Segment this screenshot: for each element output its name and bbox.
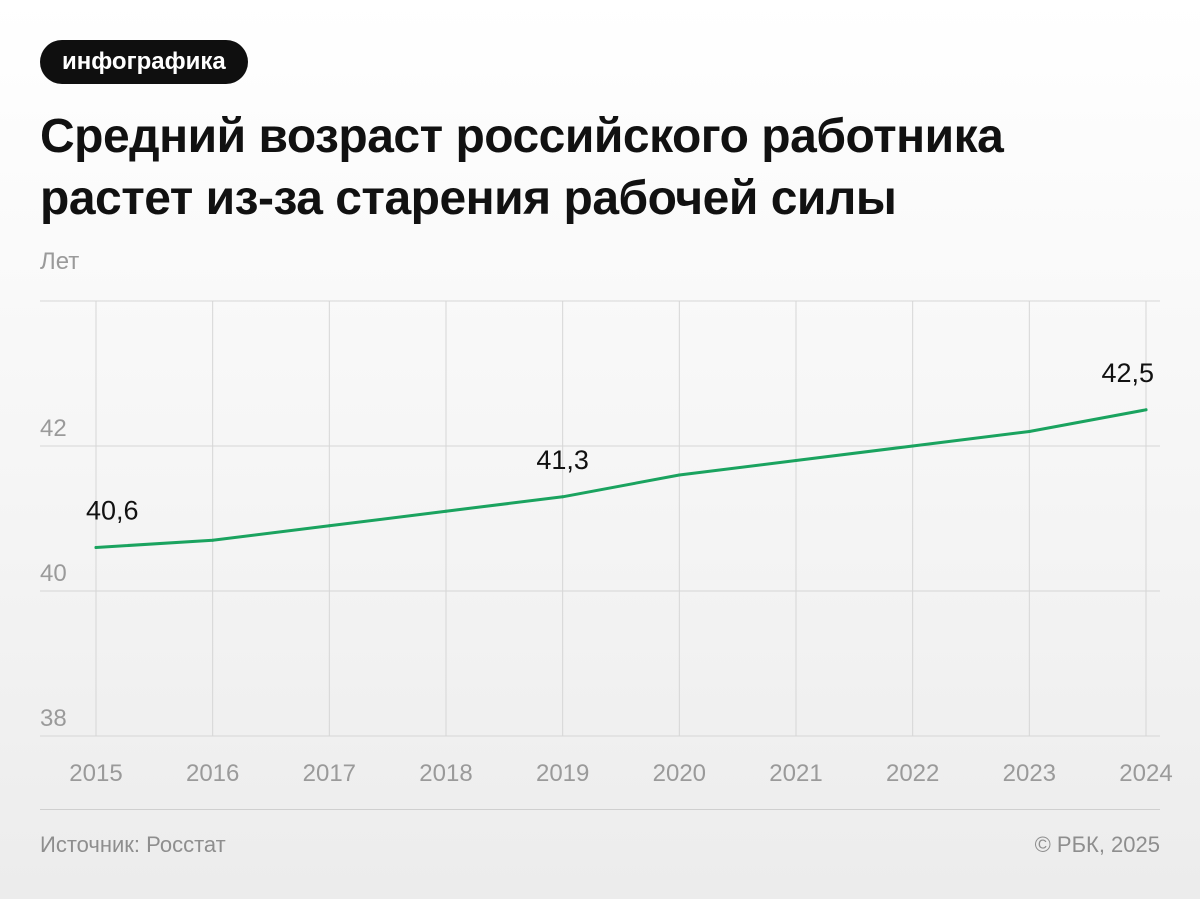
y-tick-label-40: 40 xyxy=(40,560,67,587)
x-tick-label-2021: 2021 xyxy=(769,760,822,787)
x-tick-label-2016: 2016 xyxy=(186,760,239,787)
x-tick-label-2024: 2024 xyxy=(1119,760,1172,787)
chart-title-line-1: Средний возраст российского работника xyxy=(40,110,1004,163)
data-point-2019 xyxy=(561,495,565,499)
chart-title: Средний возраст российского работника ра… xyxy=(40,106,1160,230)
series-layer xyxy=(94,408,1148,549)
x-tick-label-2018: 2018 xyxy=(419,760,472,787)
x-axis-ticks: 2015 2016 2017 2018 2019 2020 2021 2022 2023 2024 xyxy=(69,760,1172,787)
x-tick-label-2020: 2020 xyxy=(653,760,706,787)
data-point-2023 xyxy=(1027,430,1031,433)
data-point-2016 xyxy=(211,538,215,542)
infographic-badge: инфографика xyxy=(40,40,248,84)
data-labels: 40,6 41,3 42,5 xyxy=(86,358,1154,526)
data-point-2024 xyxy=(1144,408,1148,412)
y-tick-label-42: 42 xyxy=(40,415,67,442)
data-label-2024: 42,5 xyxy=(1101,358,1154,388)
chart-title-line-2: растет из-за старения рабочей силы xyxy=(40,172,897,225)
x-tick-label-2019: 2019 xyxy=(536,760,589,787)
chart-grid xyxy=(40,300,1160,737)
data-point-2017 xyxy=(327,524,331,528)
data-label-2015: 40,6 xyxy=(86,496,139,526)
series-line-0 xyxy=(94,408,1148,549)
data-point-2021 xyxy=(794,459,798,462)
data-point-2022 xyxy=(911,444,915,448)
y-tick-label-38: 38 xyxy=(40,705,67,732)
data-point-2020 xyxy=(677,473,681,477)
data-point-2015 xyxy=(94,546,98,549)
x-tick-label-2023: 2023 xyxy=(1003,760,1056,787)
footer-divider xyxy=(40,809,1160,810)
x-tick-label-2017: 2017 xyxy=(303,760,356,787)
source-note: Источник: Росстат xyxy=(40,832,226,857)
y-axis-unit-label: Лет xyxy=(40,248,80,275)
data-label-2019: 41,3 xyxy=(536,445,589,475)
data-point-2018 xyxy=(444,509,448,513)
x-tick-label-2022: 2022 xyxy=(886,760,939,787)
y-axis-ticks: 38 40 42 xyxy=(40,415,67,732)
x-tick-label-2015: 2015 xyxy=(69,760,122,787)
copyright-note: © РБК, 2025 xyxy=(1034,832,1160,857)
